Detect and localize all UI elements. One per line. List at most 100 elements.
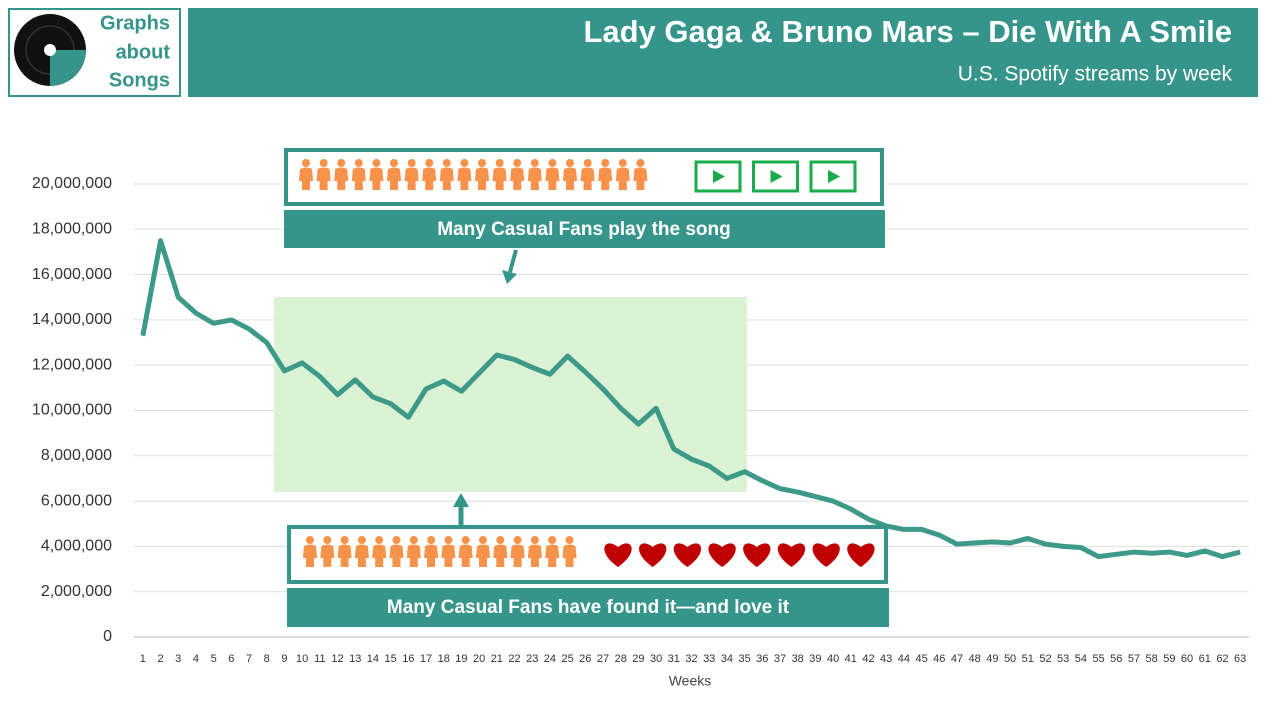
person-icon [513,159,522,167]
person-icon [337,544,352,567]
y-tick-label: 8,000,000 [41,447,112,464]
x-tick-label: 57 [1128,653,1140,665]
x-tick-label: 38 [792,653,804,665]
x-tick-label: 1 [140,653,146,665]
x-tick-label: 42 [862,653,874,665]
x-tick-label: 17 [420,653,432,665]
person-icon [633,167,648,190]
play-icon [713,170,725,183]
heart-icon [604,543,632,567]
person-icon [425,159,434,167]
x-tick-label: 11 [314,653,325,665]
x-tick-label: 31 [668,653,680,665]
x-tick-label: 23 [526,653,538,665]
person-icon [545,167,560,190]
person-icon [461,536,470,544]
x-tick-label: 63 [1234,653,1246,665]
y-tick-label: 0 [103,628,112,645]
play-icon [828,170,840,183]
person-icon [424,544,439,567]
x-tick-label: 7 [246,653,252,665]
x-tick-label: 21 [491,653,503,665]
x-tick-label: 26 [579,653,591,665]
person-icon [636,159,645,167]
heart-icon [777,543,806,567]
logo-text: Graphs [100,12,170,34]
x-tick-label: 24 [544,653,556,665]
x-tick-label: 3 [175,653,181,665]
person-icon [615,167,630,190]
person-icon [527,167,542,190]
x-tick-label: 51 [1022,653,1034,665]
person-icon [392,536,401,544]
x-tick-label: 30 [650,653,662,665]
person-icon [580,167,595,190]
x-tick-label: 35 [738,653,750,665]
person-icon [457,167,472,190]
annotation-bar [284,210,885,248]
person-icon [493,544,508,567]
person-icon [460,159,469,167]
person-icon [407,159,416,167]
heart-icon [673,543,702,567]
x-tick-label: 6 [228,653,234,665]
heart-icon [812,543,840,567]
person-icon [442,159,451,167]
y-tick-label: 10,000,000 [32,402,112,419]
x-tick-label: 34 [721,653,733,665]
x-tick-label: 13 [349,653,361,665]
y-tick-label: 12,000,000 [32,356,112,373]
person-icon [389,544,404,567]
person-icon [439,167,454,190]
person-icon [390,159,398,167]
icons [303,536,875,567]
x-tick-label: 45 [915,653,927,665]
person-icon [510,167,525,190]
person-icon [422,167,437,190]
heart-icon [847,543,875,567]
heart-icon [708,543,736,567]
x-tick-label: 12 [331,653,343,665]
x-tick-label: 5 [211,653,217,665]
y-tick-label: 18,000,000 [32,221,112,238]
logo-text: Songs [109,69,170,91]
annotation-text: Many Casual Fans have found it—and love … [387,597,790,618]
play-icon [770,170,783,183]
person-icon [545,544,560,567]
x-tick-label: 18 [438,653,450,665]
x-tick-label: 8 [264,653,270,665]
person-icon [530,536,539,544]
logo-text: about [116,41,171,63]
data-line [140,238,1241,560]
arrow-head [453,493,469,507]
person-icon [299,167,313,190]
person-icon [409,536,418,544]
person-icon [476,544,490,567]
y-tick-label: 2,000,000 [41,583,112,600]
x-axis-label: Weeks [669,673,712,689]
person-icon [337,159,346,167]
y-tick-label: 6,000,000 [41,492,112,509]
heart-icon [743,543,771,567]
person-icon [566,159,574,167]
annotation-bar [287,588,889,627]
person-icon [598,167,613,190]
person-icon [562,544,577,567]
person-icon [530,159,539,167]
person-icon [475,167,489,190]
person-icon [357,536,366,544]
person-icon [510,544,525,567]
arrow [508,249,518,273]
x-tick-label: 4 [193,653,199,665]
person-icon [369,167,384,190]
x-tick-label: 49 [986,653,998,665]
title-bar [188,8,1258,97]
y-tick-label: 16,000,000 [32,266,112,283]
x-tick-label: 28 [615,653,627,665]
x-tick-label: 22 [508,653,520,665]
person-icon [492,167,507,190]
x-tick-label: 60 [1181,653,1193,665]
person-icon [527,544,542,567]
x-tick-label: 48 [969,653,981,665]
x-tick-label: 41 [845,653,857,665]
